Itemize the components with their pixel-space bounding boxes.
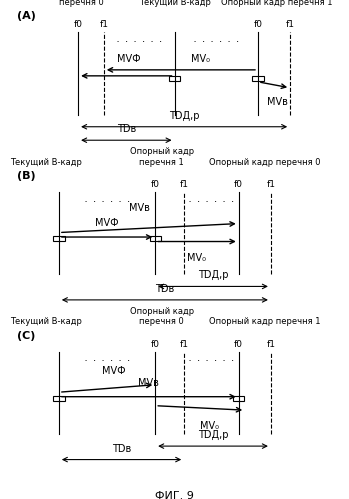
Text: f0: f0 [234,340,243,349]
Text: Текущий В-кадр: Текущий В-кадр [10,158,82,167]
Bar [150,236,161,241]
Text: TDД,р: TDД,р [198,430,228,440]
Text: f0: f0 [234,180,243,189]
Text: . . . . . .: . . . . . . [116,37,163,43]
Text: MV₀: MV₀ [191,54,210,64]
Text: TDв: TDв [117,124,136,134]
Text: (A): (A) [17,11,36,21]
Text: Опорный кадр
перечня 1: Опорный кадр перечня 1 [129,147,194,167]
Bar [53,236,65,241]
Text: MV₀: MV₀ [200,421,219,431]
Text: f0: f0 [151,340,160,349]
Text: (B): (B) [17,171,36,181]
Text: MVв: MVв [129,203,150,213]
Text: TDД,р: TDД,р [169,111,199,121]
Text: f1: f1 [180,340,188,349]
Text: (C): (C) [17,331,36,341]
Text: TDД,р: TDД,р [198,270,228,280]
Text: . . . . . .: . . . . . . [188,197,235,203]
Text: ФИГ. 9: ФИГ. 9 [155,491,194,499]
Text: Опорный кадр перечня 1: Опорный кадр перечня 1 [222,0,333,7]
Text: f0: f0 [151,180,160,189]
Text: Опорный кадр перечня 0: Опорный кадр перечня 0 [209,158,320,167]
Text: f1: f1 [266,340,275,349]
Text: Опорный кадр
перечня 0: Опорный кадр перечня 0 [49,0,113,7]
Text: MVФ: MVФ [95,218,119,228]
Text: Текущий В-кадр: Текущий В-кадр [139,0,210,7]
Text: . . . . . .: . . . . . . [188,356,235,362]
Text: MVв: MVв [267,97,288,107]
Text: f1: f1 [266,180,275,189]
Text: f0: f0 [253,20,262,29]
Text: . . . . . .: . . . . . . [193,37,240,43]
Text: TDв: TDв [155,284,174,294]
Text: MVФ: MVФ [117,54,140,64]
Bar [53,396,65,401]
Text: Опорный кадр
перечня 0: Опорный кадр перечня 0 [129,307,194,326]
Bar [169,76,180,81]
Text: f1: f1 [180,180,188,189]
Text: f1: f1 [99,20,108,29]
Text: MV₀: MV₀ [187,253,207,263]
Text: Опорный кадр перечня 1: Опорный кадр перечня 1 [209,317,320,326]
Text: TDв: TDв [112,444,131,454]
Text: . . . . . .: . . . . . . [84,356,131,362]
Text: Текущий В-кадр: Текущий В-кадр [10,317,82,326]
Text: f0: f0 [74,20,83,29]
Bar [233,396,244,401]
Text: f1: f1 [285,20,295,29]
Bar [252,76,263,81]
Text: MVв: MVв [138,378,159,388]
Text: MVФ: MVФ [102,366,125,376]
Text: . . . . . .: . . . . . . [84,197,131,203]
